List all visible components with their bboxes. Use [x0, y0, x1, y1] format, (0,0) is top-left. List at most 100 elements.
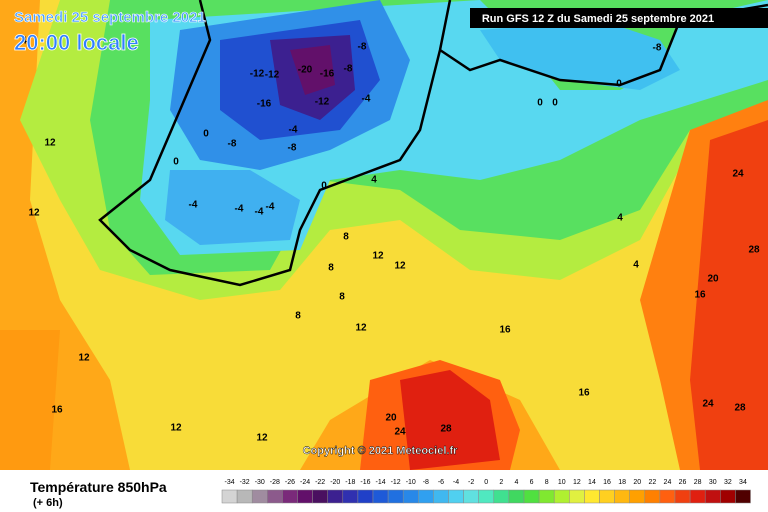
- legend-label: 10: [558, 479, 566, 486]
- legend-label: -26: [285, 479, 295, 486]
- legend-label: 16: [603, 479, 611, 486]
- legend-swatch: [720, 489, 736, 504]
- contour-label: -8: [288, 143, 297, 154]
- legend-swatch: [312, 489, 328, 504]
- legend-swatch: [282, 489, 298, 504]
- legend-swatch: [342, 489, 359, 504]
- contour-label: 24: [394, 427, 406, 438]
- contour-label: -16: [257, 99, 272, 110]
- legend-label: -4: [453, 479, 459, 486]
- legend-swatch: [674, 489, 691, 504]
- footer-step: (+ 6h): [33, 497, 63, 509]
- legend-label: -16: [360, 479, 370, 486]
- contour-label: 12: [44, 138, 56, 149]
- legend-swatch: [689, 489, 706, 504]
- contour-label: 24: [732, 169, 744, 180]
- legend-label: -30: [255, 479, 265, 486]
- legend-label: -20: [330, 479, 340, 486]
- legend-label: -12: [391, 479, 401, 486]
- copyright: Copyright © 2021 Meteociel.fr: [303, 445, 459, 457]
- contour-labels: -20 -16-12 -12-16 -12-8-8-8 -8-4-4-4 -4 -4 -400…: [21, 36, 760, 444]
- legend-swatch: [267, 489, 283, 504]
- legend-label: 6: [530, 479, 534, 486]
- contour-label: 12: [394, 261, 406, 272]
- contour-label: 8: [295, 311, 301, 322]
- contour-label: -8: [228, 139, 237, 150]
- contour-label: 12: [28, 208, 40, 219]
- contour-label: 0: [203, 129, 209, 140]
- contour-label: 16: [694, 290, 706, 301]
- contour-label: 0: [173, 157, 179, 168]
- contour-label: 4: [371, 175, 377, 186]
- legend-swatch: [538, 489, 555, 504]
- contour-label: -4: [235, 204, 244, 215]
- contour-label: -12: [250, 69, 265, 80]
- legend-swatch: [584, 489, 600, 504]
- contour-label: -12: [315, 97, 330, 108]
- contour-label: 28: [734, 403, 746, 414]
- legend-label: -14: [375, 479, 385, 486]
- legend-swatch: [508, 489, 525, 504]
- legend-swatch: [402, 489, 419, 504]
- footer-title: Température 850hPa: [30, 479, 167, 495]
- legend-label: 12: [573, 479, 581, 486]
- legend-swatch: [629, 489, 646, 504]
- contour-label: 12: [372, 251, 384, 262]
- legend-swatch: [448, 489, 464, 504]
- legend-label: -8: [423, 479, 429, 486]
- contour-label: -4: [289, 125, 298, 136]
- contour-label: 8: [328, 263, 334, 274]
- contour-label: 20: [707, 274, 719, 285]
- legend-label: 22: [648, 479, 656, 486]
- legend-swatch: [463, 489, 479, 504]
- legend-label: 26: [679, 479, 687, 486]
- contour-label: 8: [339, 292, 345, 303]
- legend-label: 30: [709, 479, 717, 486]
- legend-label: 0: [484, 479, 488, 486]
- legend-swatch: [599, 489, 615, 504]
- contour-label: -8: [653, 43, 662, 54]
- legend-label: -24: [300, 479, 310, 486]
- contour-label: 0: [537, 98, 543, 109]
- legend-label: 34: [739, 479, 747, 486]
- contour-label: 12: [355, 323, 367, 334]
- legend-swatch: [418, 489, 434, 504]
- date-text: Samedi 25 septembre 2021: [14, 9, 206, 26]
- legend-label: 24: [664, 479, 672, 486]
- legend-swatch: [493, 489, 510, 504]
- contour-label: 12: [256, 433, 268, 444]
- legend-swatch: [478, 489, 495, 504]
- legend-swatch: [704, 489, 721, 504]
- legend-swatch: [614, 489, 630, 504]
- contour-label: 0: [616, 79, 622, 90]
- contour-label: -4: [189, 200, 198, 211]
- contour-label: -20: [298, 65, 313, 76]
- legend-label: -34: [224, 479, 234, 486]
- legend-label: 4: [514, 479, 518, 486]
- legend-swatch: [327, 489, 344, 504]
- contour-label: 16: [578, 388, 590, 399]
- contour-label: 4: [633, 260, 639, 271]
- contour-label: 28: [748, 245, 760, 256]
- contour-label: 12: [78, 353, 90, 364]
- contour-label: 0: [321, 181, 327, 192]
- legend-label: -18: [345, 479, 355, 486]
- contour-label: 12: [170, 423, 182, 434]
- legend-label: 2: [499, 479, 503, 486]
- contour-label: 4: [617, 213, 623, 224]
- legend-label: 18: [618, 479, 626, 486]
- legend-swatch: [251, 489, 268, 504]
- contour-label: 16: [51, 405, 63, 416]
- legend-label: 20: [633, 479, 641, 486]
- time-text: 20:00 locale: [14, 30, 139, 55]
- zero-isotherm: [98, 0, 768, 287]
- legend-label: 28: [694, 479, 702, 486]
- legend-label: -10: [406, 479, 416, 486]
- contour-label: -8: [344, 64, 353, 75]
- contour-label: 20: [385, 413, 397, 424]
- contour-label: 16: [499, 325, 511, 336]
- run-box: [470, 8, 768, 28]
- contour-label: -4: [255, 207, 264, 218]
- legend-swatch: [644, 489, 661, 504]
